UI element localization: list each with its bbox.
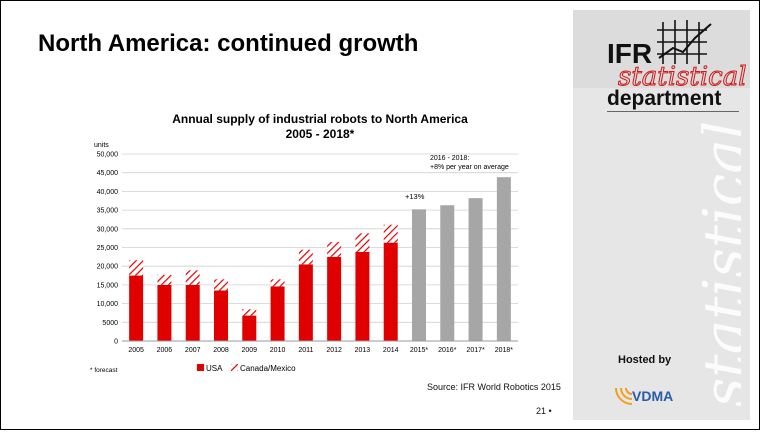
sidebar-header [573,10,750,88]
bar-usa [129,275,144,341]
x-tick-label: 2007 [185,347,201,354]
bar-usa [185,284,200,341]
bar-forecast [496,177,511,341]
bar-forecast [412,209,426,341]
x-tick-label: 2014 [383,347,399,354]
x-tick-label: 2018* [495,347,514,354]
x-tick-label: 2008 [213,347,229,354]
bar-usa [355,251,370,341]
source-note: Source: IFR World Robotics 2015 [427,382,561,392]
y-tick-label: 40,000 [97,189,119,196]
y-tick-label: 5000 [102,320,118,327]
x-tick-label: 2013 [355,347,371,354]
x-tick-label: 2017* [466,347,485,354]
ifr-sidebar: statistical [573,10,750,420]
x-tick-label: 2010 [270,347,286,354]
y-tick-label: 30,000 [97,226,119,233]
ifr-logo-text: IFR [607,38,653,69]
statistical-watermark: statistical [701,90,741,420]
bar-canada-mexico [270,279,285,287]
legend-label-canada-mexico: Canada/Mexico [240,364,296,373]
y-tick-label: 15,000 [97,282,119,289]
bar-forecast [440,205,455,341]
bar-canada-mexico [185,270,200,285]
bar-usa [327,256,342,341]
bar-canada-mexico [383,224,398,243]
legend: USA Canada/Mexico [197,364,296,373]
bar-canada-mexico [214,279,228,291]
bar-usa [270,286,285,341]
y-tick-label: 45,000 [97,170,119,177]
gridlines [122,153,518,323]
bar-canada-mexico [298,249,313,265]
growth-annotation: +13% [405,192,425,201]
legend-label-usa: USA [206,364,223,373]
x-tick-label: 2012 [326,347,342,354]
bars [129,177,511,341]
x-tick-label: 2015* [410,347,429,354]
y-tick-label: 20,000 [97,264,119,271]
bar-forecast [468,198,483,341]
y-tick-label: 25,000 [97,245,119,252]
ifr-logo-statistical: statistical [618,62,748,93]
x-tick-label: 2009 [241,347,257,354]
y-tick-label: 35,000 [97,208,119,215]
ifr-logo-department: department [607,87,722,110]
bar-usa [214,290,228,341]
bar-canada-mexico [129,260,144,276]
watermark-text: statistical [701,120,741,408]
page-number: 21 • [536,406,552,416]
forecast-note-line2: +8% per year on average [430,164,509,171]
bar-canada-mexico [355,233,370,252]
y-tick-label: 10,000 [97,301,119,308]
hosted-by-label: Hosted by [618,354,672,366]
bar-canada-mexico [327,241,342,257]
logo-divider [607,111,739,112]
bar-canada-mexico [242,309,257,316]
x-tick-label: 2006 [157,347,173,354]
robot-supply-chart: Annual supply of industrial robots to No… [90,112,518,374]
y-tick-labels: 0 5000 10,000 15,000 20,000 25,000 30,000 35,00… [97,152,119,346]
y-tick-label: 0 [114,339,118,346]
legend-swatch-canada-mexico [231,364,238,371]
x-tick-labels: 2005 2006 2007 2008 2009 2010 2011 2012 2013 2014… [128,347,513,354]
bar-usa [298,264,313,341]
chart-title: Annual supply of industrial robots to No… [172,112,468,126]
vdma-logo-icon [615,387,633,405]
x-tick-label: 2011 [298,347,313,354]
vdma-logo-text: VDMA [632,388,674,404]
forecast-note-line1: 2016 - 2018: [430,155,469,162]
ifr-grid-logo-icon [657,20,712,64]
x-tick-label: 2005 [128,347,144,354]
bar-usa [242,315,257,341]
bar-usa [383,242,398,341]
bar-usa [157,284,172,341]
y-tick-label: 50,000 [97,152,119,159]
y-axis-label: units [94,142,109,149]
forecast-footnote: * forecast [90,367,118,374]
chart-subtitle: 2005 - 2018* [286,127,355,141]
legend-swatch-usa [197,364,204,371]
x-tick-label: 2016* [438,347,457,354]
slide-title: North America: continued growth [38,30,419,57]
bar-canada-mexico [157,274,172,285]
